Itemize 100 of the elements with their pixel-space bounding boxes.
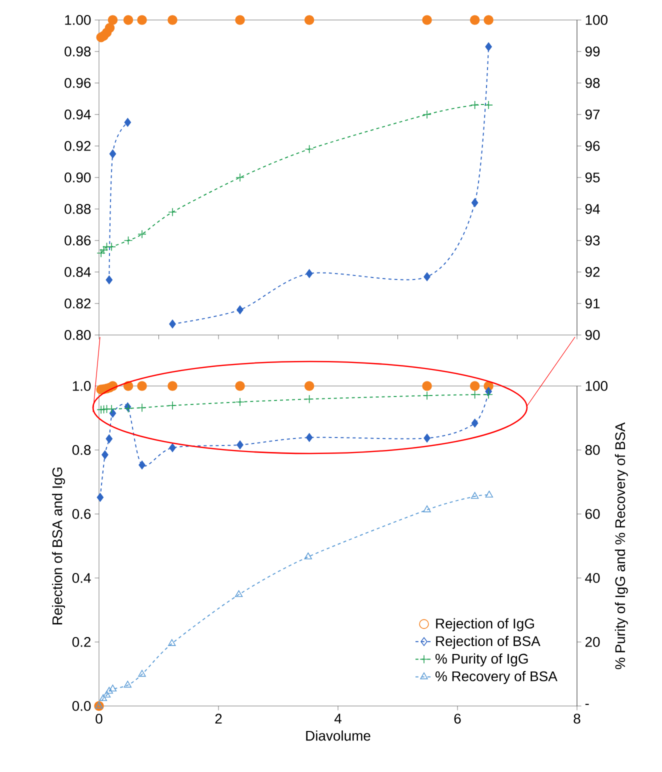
legend-label: % Recovery of BSA — [435, 671, 558, 684]
point — [168, 401, 177, 410]
point — [306, 433, 313, 442]
point — [236, 173, 244, 182]
y2-tick-label: 60 — [585, 509, 600, 519]
y-tick-label: 0.96 — [64, 78, 91, 88]
y2-axis-title: % Purity of IgG and % Recovery of BSA — [614, 422, 628, 670]
y2-tick-label: - — [585, 704, 589, 705]
point — [168, 639, 176, 646]
legend-label: Rejection of IgG — [436, 618, 534, 632]
point — [96, 248, 106, 258]
y2-tick-label: 80 — [585, 445, 600, 455]
y2-tick-label: 90 — [585, 330, 600, 340]
y2-tick-label: 93 — [585, 236, 600, 246]
point — [236, 398, 244, 406]
point — [304, 15, 314, 25]
y-tick-label: 0.98 — [64, 46, 91, 56]
y-tick-label: 0.2 — [72, 637, 91, 647]
x-axis-title: Diavolume — [306, 730, 370, 741]
point — [235, 381, 245, 391]
point — [235, 15, 245, 25]
y2-tick-label: 40 — [585, 573, 600, 583]
y2-tick-label: 92 — [585, 267, 600, 277]
point — [484, 390, 493, 400]
point — [123, 15, 134, 25]
point — [422, 381, 432, 391]
y-tick-label: 0.8 — [72, 445, 91, 455]
point — [169, 320, 176, 328]
y-tick-label: 0.0 — [72, 701, 91, 711]
point — [104, 22, 115, 33]
point — [124, 118, 132, 127]
point — [137, 381, 147, 391]
y2-tick-label: 94 — [585, 204, 600, 214]
point — [471, 418, 478, 428]
y-tick-label: 0.84 — [64, 267, 91, 277]
point — [138, 230, 146, 239]
point — [484, 100, 493, 110]
point — [304, 552, 312, 560]
y-tick-label: 0.80 — [64, 330, 91, 340]
point — [99, 404, 108, 414]
point — [95, 702, 103, 708]
y2-tick-label: 95 — [585, 172, 600, 182]
point — [306, 269, 313, 278]
point — [304, 381, 314, 391]
x-tick-label: 8 — [574, 714, 580, 724]
y-tick-label: 0.4 — [72, 573, 91, 583]
point — [168, 381, 178, 391]
point — [138, 403, 146, 412]
point — [109, 149, 116, 158]
y2-tick-label: 100 — [586, 15, 608, 25]
point — [304, 394, 314, 404]
point — [424, 272, 430, 282]
point — [138, 670, 146, 677]
y-tick-label: 1.00 — [65, 15, 91, 25]
y2-tick-label: 97 — [585, 110, 600, 120]
point — [99, 246, 108, 254]
point — [485, 42, 492, 52]
point — [471, 198, 478, 208]
y-tick-label: 0.82 — [64, 298, 91, 308]
point — [485, 490, 494, 498]
point — [137, 15, 147, 25]
y-tick-label: 0.86 — [64, 236, 91, 246]
point — [138, 460, 146, 470]
point — [470, 381, 480, 391]
point — [236, 440, 244, 450]
y-tick-label: 0.90 — [64, 172, 91, 182]
point — [105, 686, 114, 694]
x-tick-label: 2 — [215, 714, 222, 724]
point — [168, 208, 177, 217]
point — [96, 492, 104, 502]
point — [470, 492, 479, 499]
point — [108, 684, 117, 692]
y2-tick-label: 99 — [585, 46, 600, 56]
point — [124, 236, 133, 245]
y-tick-label: 1.0 — [72, 381, 91, 391]
point — [99, 694, 108, 702]
x-tick-label: 0 — [96, 714, 102, 724]
point — [108, 15, 118, 25]
point — [424, 434, 430, 443]
y2-tick-label: 96 — [585, 141, 600, 151]
point — [236, 305, 244, 314]
point — [470, 100, 480, 110]
y-axis-title: Rejection of BSA and IgG — [52, 468, 65, 624]
point — [107, 242, 116, 252]
point — [106, 275, 113, 284]
point — [234, 590, 243, 598]
point — [484, 15, 494, 25]
y2-tick-label: 100 — [586, 381, 608, 391]
point — [106, 434, 113, 444]
point — [422, 15, 432, 25]
point — [423, 505, 431, 512]
point — [168, 15, 178, 25]
point — [470, 15, 480, 25]
point — [470, 390, 480, 400]
y-tick-label: 0.88 — [64, 204, 91, 214]
y-tick-label: 0.94 — [64, 110, 91, 120]
point — [304, 144, 314, 154]
y2-tick-label: 91 — [585, 298, 600, 308]
x-tick-label: 6 — [454, 714, 461, 724]
y2-tick-label: 98 — [585, 78, 600, 88]
